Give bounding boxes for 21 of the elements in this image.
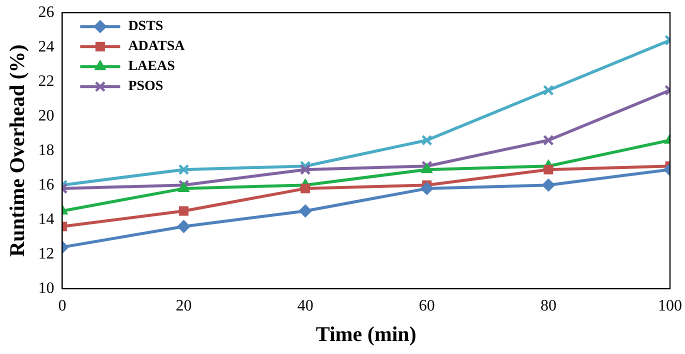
- x-tick-label: 20: [176, 297, 192, 314]
- y-axis-title: Runtime Overhead (%): [5, 44, 30, 257]
- y-tick-label: 22: [38, 72, 54, 90]
- y-tick-label: 20: [38, 107, 54, 124]
- x-tick-label: 60: [418, 297, 435, 314]
- legend-label: LAEAS: [128, 59, 176, 74]
- y-tick-label: 14: [38, 210, 54, 228]
- legend-label: PSOS: [128, 79, 164, 94]
- x-tick-label: 100: [658, 297, 682, 314]
- y-tick-label: 16: [38, 176, 54, 194]
- legend-label: ADATSA: [128, 39, 186, 54]
- y-tick-label: 18: [38, 142, 54, 159]
- y-tick-label: 26: [38, 4, 54, 21]
- x-tick-label: 0: [58, 297, 66, 314]
- x-axis-title: Time (min): [316, 322, 416, 346]
- y-tick-label: 24: [38, 38, 54, 56]
- legend-label: DSTS: [128, 19, 164, 34]
- x-tick-label: 40: [297, 297, 314, 314]
- y-tick-label: 10: [38, 280, 54, 297]
- x-tick-label: 80: [540, 297, 556, 314]
- y-tick-label: 12: [38, 245, 54, 262]
